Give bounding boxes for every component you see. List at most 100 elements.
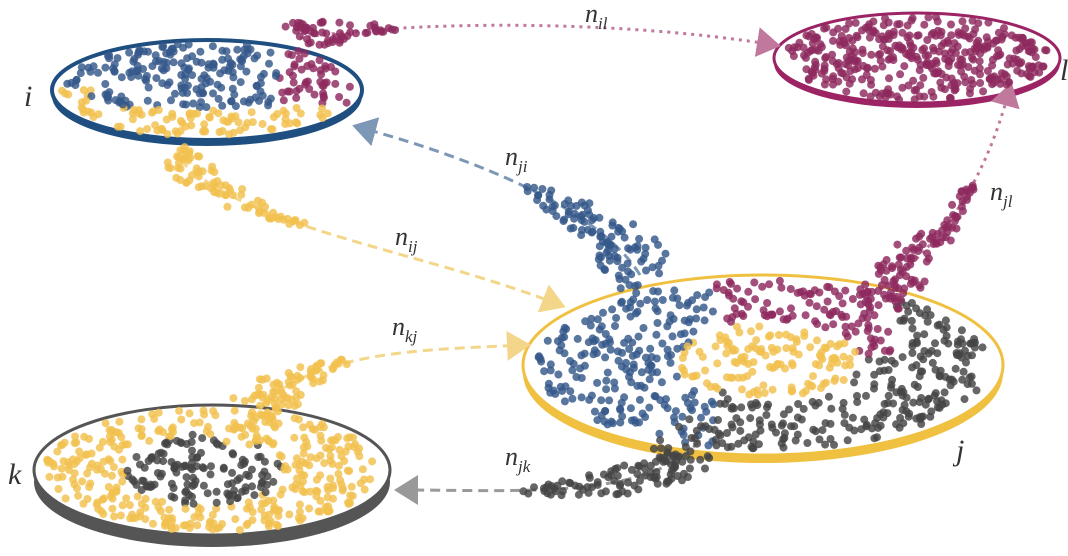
- dot: [704, 441, 712, 449]
- dot: [614, 228, 622, 236]
- dot: [673, 345, 681, 353]
- dot: [1004, 61, 1012, 69]
- dot: [590, 337, 598, 345]
- dot: [158, 125, 166, 133]
- dot: [305, 505, 313, 513]
- dot: [133, 453, 141, 461]
- dot: [829, 37, 837, 45]
- dot: [693, 427, 701, 435]
- dot: [334, 470, 342, 478]
- dot: [624, 335, 632, 343]
- dot: [909, 325, 917, 333]
- dot: [857, 425, 865, 433]
- dot: [701, 316, 709, 324]
- dot: [253, 82, 261, 90]
- dot: [223, 47, 231, 55]
- dot: [318, 29, 326, 37]
- dot: [231, 515, 239, 523]
- dot: [126, 514, 134, 522]
- dot: [958, 326, 966, 334]
- dot: [230, 129, 238, 137]
- dot: [229, 450, 237, 458]
- dot: [809, 372, 817, 380]
- dot: [267, 95, 275, 103]
- dot: [863, 71, 871, 79]
- dot: [895, 261, 903, 269]
- dot: [813, 34, 821, 42]
- dot: [878, 90, 886, 98]
- dot: [301, 50, 309, 58]
- dot: [228, 469, 236, 477]
- dot: [165, 506, 173, 514]
- dot: [669, 332, 677, 340]
- dot: [167, 432, 175, 440]
- dot: [641, 413, 649, 421]
- dot: [610, 379, 618, 387]
- dot: [658, 257, 666, 265]
- dot: [276, 451, 284, 459]
- dot: [1035, 69, 1043, 77]
- dot: [627, 378, 635, 386]
- dot: [668, 475, 676, 483]
- dot: [723, 429, 731, 437]
- dot: [859, 46, 867, 54]
- dot: [596, 242, 604, 250]
- dot: [291, 61, 299, 69]
- dot: [245, 99, 253, 107]
- dot: [924, 396, 932, 404]
- dot: [296, 363, 304, 371]
- dot: [844, 436, 852, 444]
- dot: [849, 414, 857, 422]
- dot: [300, 434, 308, 442]
- dot: [591, 408, 599, 416]
- dot: [916, 81, 924, 89]
- dot: [110, 67, 118, 75]
- dot: [966, 89, 974, 97]
- dot: [896, 70, 904, 78]
- dot: [129, 115, 137, 123]
- dot: [540, 367, 548, 375]
- dot: [947, 21, 955, 29]
- dot: [136, 127, 144, 135]
- dot: [653, 368, 661, 376]
- dot: [244, 520, 252, 528]
- dot: [248, 201, 256, 209]
- dot: [729, 347, 737, 355]
- dot: [209, 525, 217, 533]
- dot: [958, 203, 966, 211]
- dot: [874, 325, 882, 333]
- dot: [829, 81, 837, 89]
- dot: [588, 392, 596, 400]
- dot: [678, 458, 686, 466]
- dot: [163, 59, 171, 67]
- dot: [560, 217, 568, 225]
- dot: [600, 265, 608, 273]
- dot: [232, 102, 240, 110]
- dot: [747, 327, 755, 335]
- dot: [813, 320, 821, 328]
- dot: [268, 125, 276, 133]
- dot: [947, 81, 955, 89]
- dot: [155, 106, 163, 114]
- dot: [110, 513, 118, 521]
- dot: [82, 97, 90, 105]
- dot: [200, 482, 208, 490]
- dot: [104, 52, 112, 60]
- dot: [292, 481, 300, 489]
- dot: [993, 37, 1001, 45]
- dot: [128, 67, 136, 75]
- dot: [881, 400, 889, 408]
- dot: [601, 353, 609, 361]
- dot: [295, 416, 303, 424]
- dot: [286, 381, 294, 389]
- dot: [658, 378, 666, 386]
- dot: [275, 420, 283, 428]
- dot: [936, 404, 944, 412]
- dot: [902, 247, 910, 255]
- dot: [101, 64, 109, 72]
- node-label: i: [24, 80, 32, 113]
- dot: [859, 62, 867, 70]
- dot: [751, 295, 759, 303]
- dot: [662, 250, 670, 258]
- dot: [219, 127, 227, 135]
